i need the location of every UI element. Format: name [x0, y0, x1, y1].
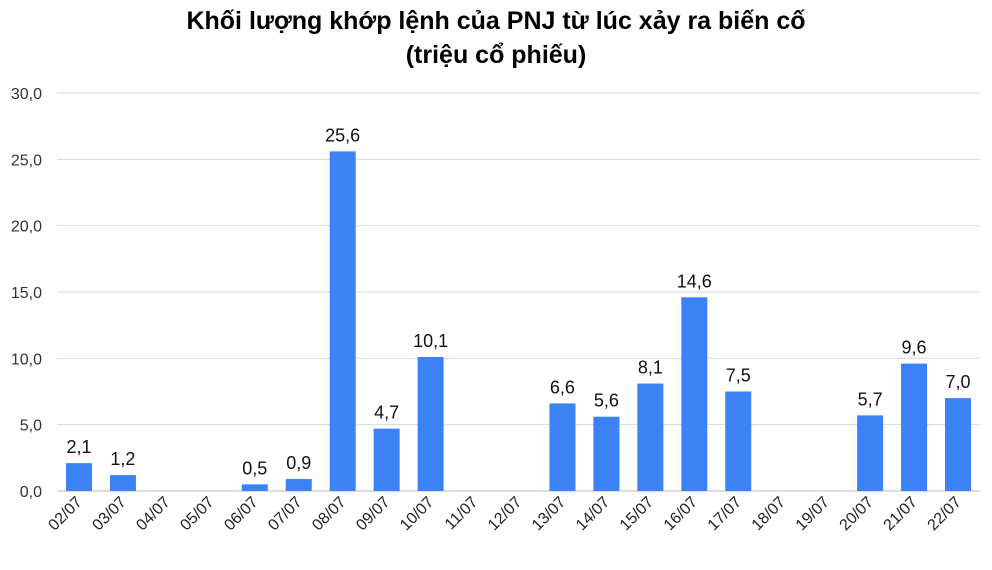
x-tick-label: 10/07 [397, 494, 437, 534]
chart-subtitle: (triệu cổ phiếu) [405, 41, 587, 69]
x-tick-label: 05/07 [177, 494, 217, 534]
bar [637, 383, 664, 491]
x-tick-label: 06/07 [221, 494, 261, 534]
x-tick-label: 02/07 [45, 494, 85, 534]
x-tick-label: 13/07 [529, 494, 569, 534]
x-tick-label: 18/07 [749, 494, 789, 534]
bar [549, 403, 576, 491]
data-label: 1,2 [110, 449, 135, 469]
bar [945, 398, 972, 491]
x-tick-label: 08/07 [309, 494, 349, 534]
data-label: 2,1 [66, 437, 91, 457]
data-label: 10,1 [413, 331, 448, 351]
y-tick-label: 25,0 [11, 152, 42, 169]
data-label: 5,7 [858, 389, 883, 409]
data-label: 14,6 [677, 271, 712, 291]
x-tick-label: 11/07 [442, 494, 482, 534]
data-label: 4,7 [374, 403, 399, 423]
x-tick-label: 12/07 [485, 494, 525, 534]
bar [417, 357, 444, 491]
x-tick-label: 03/07 [89, 494, 129, 534]
y-tick-label: 0,0 [20, 484, 42, 501]
x-tick-label: 22/07 [925, 494, 965, 534]
data-label: 9,6 [902, 338, 927, 358]
bar [593, 416, 620, 491]
bar [241, 484, 268, 491]
data-label: 6,6 [550, 377, 575, 397]
bar [329, 151, 356, 491]
bar [681, 297, 708, 491]
x-tick-label: 15/07 [617, 494, 657, 534]
x-tick-label: 19/07 [793, 494, 833, 534]
data-label: 8,1 [638, 358, 663, 378]
data-label: 25,6 [325, 125, 360, 145]
x-tick-label: 17/07 [705, 494, 745, 534]
data-label: 0,9 [286, 453, 311, 473]
y-tick-label: 20,0 [11, 219, 42, 236]
bar [285, 479, 312, 491]
x-tick-label: 20/07 [837, 494, 877, 534]
data-label: 0,5 [242, 458, 267, 478]
x-tick-label: 14/07 [573, 494, 613, 534]
data-label: 5,6 [594, 391, 619, 411]
y-tick-label: 15,0 [11, 285, 42, 302]
x-tick-label: 04/07 [133, 494, 173, 534]
bar [65, 463, 92, 491]
x-tick-label: 21/07 [881, 494, 921, 534]
bar [901, 363, 928, 491]
bar [725, 391, 752, 491]
y-tick-label: 10,0 [11, 351, 42, 368]
data-label: 7,0 [946, 372, 971, 392]
y-tick-label: 5,0 [20, 418, 42, 435]
bar [373, 428, 400, 491]
bar [857, 415, 884, 491]
chart-title: Khối lượng khớp lệnh của PNJ từ lúc xảy … [186, 7, 806, 35]
x-tick-label: 16/07 [661, 494, 701, 534]
bar [109, 475, 136, 491]
x-tick-label: 07/07 [265, 494, 305, 534]
x-tick-label: 09/07 [353, 494, 393, 534]
y-tick-label: 30,0 [11, 86, 42, 103]
data-label: 7,5 [726, 366, 751, 386]
